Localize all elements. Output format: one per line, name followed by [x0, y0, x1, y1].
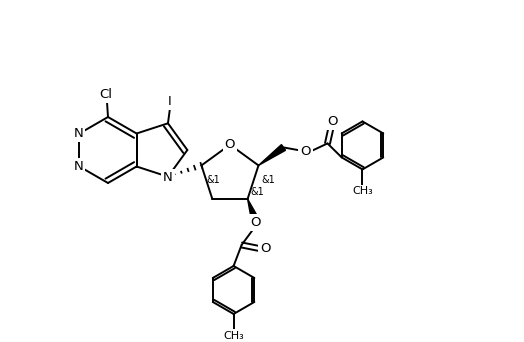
Polygon shape	[258, 145, 286, 166]
Text: CH₃: CH₃	[223, 331, 244, 341]
Text: &1: &1	[261, 175, 275, 185]
Text: O: O	[328, 115, 338, 128]
Text: CH₃: CH₃	[352, 186, 373, 196]
Text: N: N	[163, 171, 173, 184]
Text: I: I	[168, 95, 172, 108]
Text: O: O	[225, 138, 235, 151]
Text: Cl: Cl	[100, 89, 113, 102]
Text: &1: &1	[206, 175, 220, 185]
Text: O: O	[300, 145, 311, 158]
Text: N: N	[73, 160, 83, 173]
Text: &1: &1	[250, 187, 264, 197]
Text: N: N	[73, 127, 83, 140]
Polygon shape	[248, 199, 259, 222]
Text: O: O	[260, 242, 271, 255]
Text: O: O	[250, 216, 261, 229]
